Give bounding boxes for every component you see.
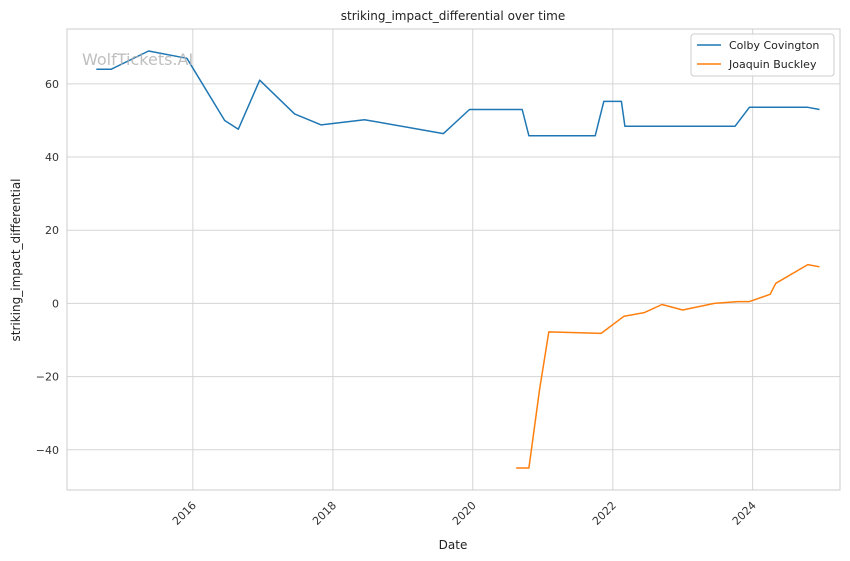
series-line-0 xyxy=(96,50,820,137)
legend-label: Colby Covington xyxy=(729,39,819,52)
x-axis-label: Date xyxy=(439,538,468,552)
y-tick-label: 0 xyxy=(52,297,59,310)
series-line-1 xyxy=(516,263,820,469)
y-tick-label: −40 xyxy=(36,444,59,457)
x-tick-label: 2022 xyxy=(590,499,619,528)
x-tick-label: 2018 xyxy=(310,499,339,528)
legend-label: Joaquin Buckley xyxy=(728,58,817,71)
y-tick-label: 40 xyxy=(45,151,59,164)
y-tick-label: 20 xyxy=(45,224,59,237)
legend: Colby Covington Joaquin Buckley xyxy=(690,33,835,77)
y-axis-label: striking_impact_differential xyxy=(9,178,23,341)
legend-box xyxy=(690,33,835,77)
watermark: WolfTickets.AI xyxy=(82,50,193,69)
plot-area xyxy=(66,28,841,491)
y-tick-label: −20 xyxy=(36,371,59,384)
x-tick-label: 2024 xyxy=(730,499,759,528)
chart-title: striking_impact_differential over time xyxy=(341,9,566,23)
y-tick-label: 60 xyxy=(45,78,59,91)
x-tick-label: 2016 xyxy=(170,499,199,528)
x-tick-label: 2020 xyxy=(450,499,479,528)
plot-frame xyxy=(66,28,841,491)
